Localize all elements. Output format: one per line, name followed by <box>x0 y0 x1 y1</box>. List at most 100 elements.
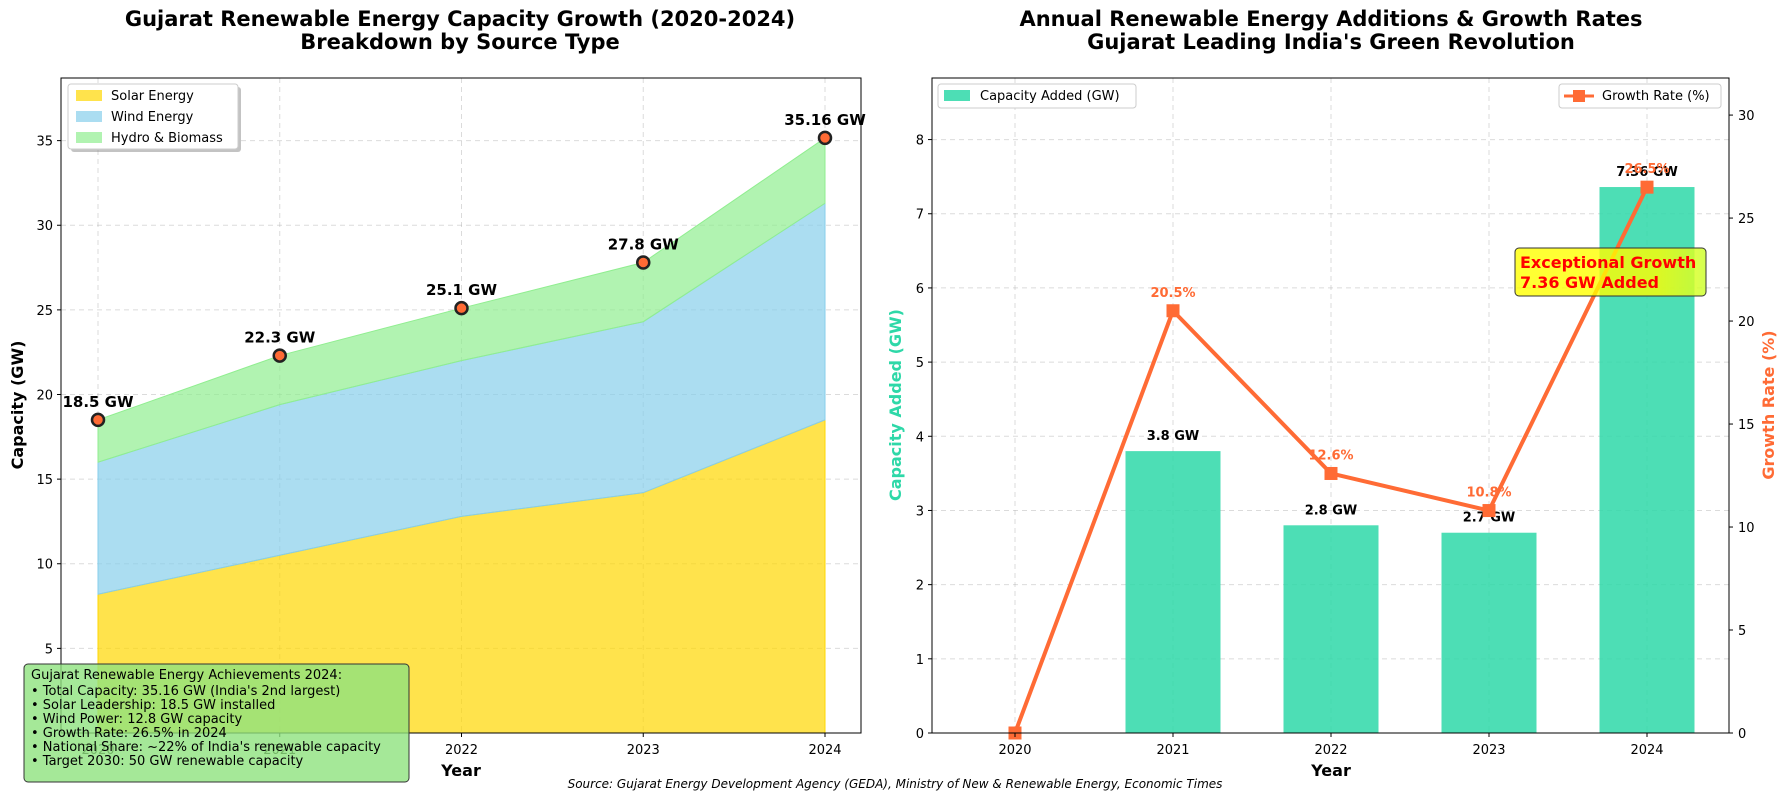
legend-growth-label: Growth Rate (%) <box>1602 89 1710 104</box>
right-xtick-label-2023: 2023 <box>1472 743 1505 758</box>
hydro-area <box>97 136 826 463</box>
left-x-axis-label: Year <box>440 761 481 780</box>
achievements-box: Gujarat Renewable Energy Achievements 20… <box>23 663 410 783</box>
right-ytick-label-1: 1 <box>916 653 924 668</box>
total-label-2021: 22.3 GW <box>244 329 316 347</box>
bar-label-2021: 3.8 GW <box>1147 429 1200 444</box>
left-areas <box>97 136 826 734</box>
left-y-ticks: 5 10 15 20 25 30 35 <box>36 135 61 657</box>
legend-hydro-label: Hydro & Biomass <box>111 131 223 146</box>
left-xtick-label-2023: 2023 <box>627 743 660 758</box>
achievement-line-1: • Total Capacity: 35.16 GW (India's 2nd … <box>31 684 340 699</box>
rate-label-2021: 20.5% <box>1150 286 1195 301</box>
exceptional-growth-annotation: Exceptional Growth 7.36 GW Added <box>1514 247 1707 297</box>
right-xtick-label-2022: 2022 <box>1314 743 1347 758</box>
left-ytick-label-30: 30 <box>36 219 53 234</box>
left-ytick-label-20: 20 <box>36 388 53 403</box>
annotation-line1: Exceptional Growth <box>1520 253 1696 272</box>
rate-label-2024: 26.5% <box>1624 162 1669 177</box>
right-ytick-label-7: 7 <box>916 208 924 223</box>
achievement-line-3: • Wind Power: 12.8 GW capacity <box>31 712 243 727</box>
right-y2tick-label-25: 25 <box>1738 212 1755 227</box>
right-ytick-label-3: 3 <box>916 504 924 519</box>
legend-wind-label: Wind Energy <box>111 110 194 125</box>
right-ytick-label-8: 8 <box>916 134 924 149</box>
growth-marker-2024 <box>1640 180 1654 194</box>
left-xtick-label-2022: 2022 <box>445 743 478 758</box>
capacity-bar-2022 <box>1283 525 1379 733</box>
right-y2tick-label-30: 30 <box>1738 109 1755 124</box>
right-legend-line: Growth Rate (%) <box>1558 83 1722 109</box>
right-chart-subtitle: Gujarat Leading India's Green Revolution <box>1087 30 1575 54</box>
left-ytick-label-5: 5 <box>45 642 53 657</box>
legend-growth-marker <box>1573 90 1585 102</box>
source-note: Source: Gujarat Energy Development Agenc… <box>568 777 1223 791</box>
right-y2-axis-label: Growth Rate (%) <box>1759 330 1778 479</box>
achievements-title: Gujarat Renewable Energy Achievements 20… <box>31 668 342 683</box>
bar-label-2023: 2.7 GW <box>1463 511 1516 526</box>
left-ytick-label-15: 15 <box>36 473 53 488</box>
right-growth-line: 20.5% 12.6% 10.8% 26.5% <box>1008 162 1670 740</box>
right-ytick-label-6: 6 <box>916 282 924 297</box>
total-marker-2023 <box>636 255 651 270</box>
total-marker-2021 <box>272 348 287 363</box>
total-marker-2024 <box>817 130 833 146</box>
right-ytick-label-2: 2 <box>916 579 924 594</box>
left-total-markers: 18.5 GW 22.3 GW 25.1 GW 27.8 GW 35.16 GW <box>62 111 866 428</box>
right-legend-bars: Capacity Added (GW) <box>937 83 1137 109</box>
rate-label-2023: 10.8% <box>1466 486 1511 501</box>
right-y2tick-label-0: 0 <box>1738 727 1746 742</box>
achievements-lines: • Total Capacity: 35.16 GW (India's 2nd … <box>31 684 381 769</box>
achievement-line-6: • Target 2030: 50 GW renewable capacity <box>31 754 304 769</box>
left-ytick-label-35: 35 <box>36 135 53 150</box>
legend-swatch-capacity <box>944 90 970 101</box>
total-label-2022: 25.1 GW <box>426 281 498 299</box>
achievement-line-4: • Growth Rate: 26.5% in 2024 <box>31 726 227 741</box>
right-y-axis-label: Capacity Added (GW) <box>886 309 905 501</box>
legend-capacity-label: Capacity Added (GW) <box>980 89 1120 104</box>
legend-swatch-wind <box>76 111 102 122</box>
right-ytick-label-5: 5 <box>916 356 924 371</box>
bar-label-2024: 7.36 GW <box>1616 165 1678 180</box>
achievement-line-5: • National Share: ~22% of India's renewa… <box>31 740 381 755</box>
achievement-line-2: • Solar Leadership: 18.5 GW installed <box>31 698 275 713</box>
total-label-2023: 27.8 GW <box>608 235 680 253</box>
growth-marker-2022 <box>1324 466 1338 480</box>
capacity-bar-2023 <box>1441 532 1537 733</box>
right-y2tick-label-10: 10 <box>1738 521 1755 536</box>
total-label-2024: 35.16 GW <box>784 111 866 129</box>
capacity-area-chart: Gujarat Renewable Energy Capacity Growth… <box>8 7 866 780</box>
right-y2tick-label-20: 20 <box>1738 315 1755 330</box>
left-y-axis-label: Capacity (GW) <box>8 341 27 470</box>
right-y2-ticks: 0 5 10 15 20 25 30 <box>1729 109 1755 742</box>
legend-solar-label: Solar Energy <box>111 89 194 104</box>
growth-marker-2021 <box>1166 304 1180 318</box>
growth-marker-2023 <box>1482 504 1496 518</box>
total-marker-2020 <box>90 412 106 428</box>
right-y2tick-label-5: 5 <box>1738 624 1746 639</box>
right-x-axis-label: Year <box>1310 761 1351 780</box>
left-legend: Solar Energy Wind Energy Hydro & Biomass <box>67 83 241 152</box>
legend-swatch-solar <box>76 90 102 101</box>
right-ytick-label-4: 4 <box>916 430 924 445</box>
left-ytick-label-25: 25 <box>36 304 53 319</box>
left-chart-title: Gujarat Renewable Energy Capacity Growth… <box>125 7 795 31</box>
annotation-line2: 7.36 GW Added <box>1520 273 1659 292</box>
right-xtick-label-2020: 2020 <box>998 743 1031 758</box>
legend-swatch-hydro <box>76 132 102 143</box>
bar-label-2022: 2.8 GW <box>1305 503 1358 518</box>
total-marker-2022 <box>454 300 469 316</box>
left-ytick-label-10: 10 <box>36 558 53 573</box>
capacity-bar-2021 <box>1125 451 1221 733</box>
right-ytick-label-0: 0 <box>916 727 924 742</box>
total-label-2020: 18.5 GW <box>62 393 134 411</box>
additions-bar-chart: Annual Renewable Energy Additions & Grow… <box>886 7 1778 780</box>
right-y2tick-label-15: 15 <box>1738 418 1755 433</box>
rate-label-2022: 12.6% <box>1308 448 1353 463</box>
right-chart-title: Annual Renewable Energy Additions & Grow… <box>1019 7 1642 31</box>
right-x-ticks: 2020 2021 2022 2023 2024 <box>998 733 1664 758</box>
right-xtick-label-2021: 2021 <box>1156 743 1189 758</box>
left-xtick-label-2024: 2024 <box>808 743 841 758</box>
right-xtick-label-2024: 2024 <box>1630 743 1663 758</box>
